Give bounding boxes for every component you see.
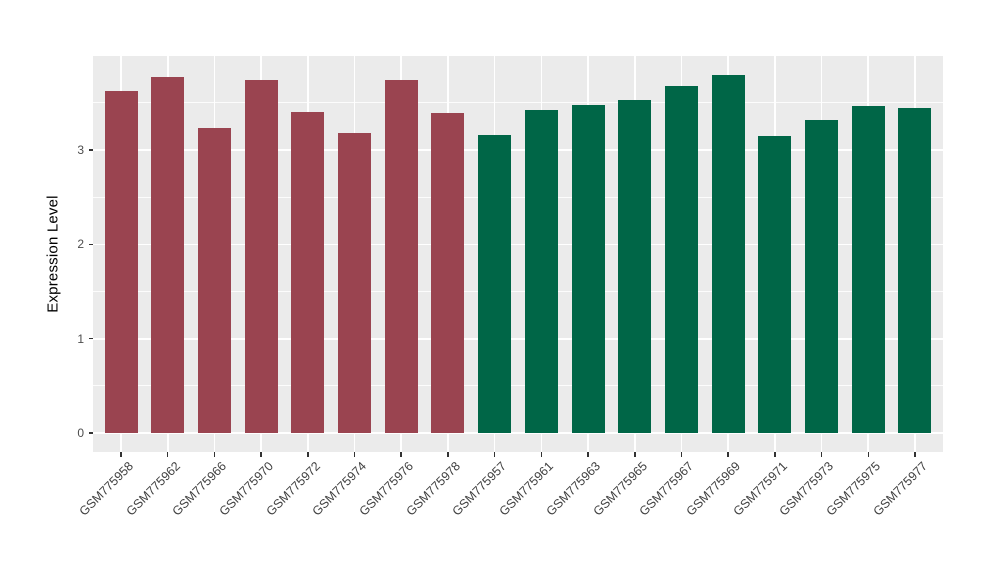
- bar: [291, 112, 325, 433]
- bar: [851, 105, 885, 433]
- x-tick-mark: [260, 452, 262, 457]
- x-tick-mark: [774, 452, 776, 457]
- y-gridline-minor: [93, 196, 943, 198]
- bar: [384, 80, 418, 433]
- plot-panel: [93, 56, 943, 452]
- y-gridline-minor: [93, 291, 943, 293]
- y-gridline-minor: [93, 102, 943, 104]
- bar: [104, 90, 138, 433]
- x-tick-mark: [680, 452, 683, 457]
- x-tick-mark: [914, 452, 916, 457]
- y-tick-label: 1: [77, 331, 84, 346]
- y-tick-mark: [88, 243, 93, 246]
- y-axis-title: Expression Level: [44, 195, 62, 313]
- y-tick-mark: [88, 432, 93, 434]
- y-tick-label: 0: [77, 426, 84, 440]
- y-gridline-major: [93, 337, 943, 340]
- x-tick-mark: [400, 452, 402, 457]
- bar: [571, 104, 605, 433]
- x-tick-mark: [353, 452, 356, 457]
- bar: [898, 107, 932, 433]
- x-tick-mark: [447, 452, 449, 457]
- bar: [618, 100, 652, 433]
- y-gridline-major: [93, 149, 943, 151]
- bar: [338, 133, 372, 433]
- x-tick-mark: [634, 452, 636, 457]
- y-tick-mark: [88, 337, 93, 340]
- bar: [711, 74, 745, 433]
- x-tick-mark: [820, 452, 823, 457]
- bar: [244, 80, 278, 433]
- x-tick-mark: [166, 452, 169, 457]
- y-gridline-minor: [93, 385, 943, 387]
- x-tick-mark: [867, 452, 870, 457]
- bar: [524, 109, 558, 433]
- bar: [197, 128, 231, 433]
- x-tick-mark: [540, 452, 543, 457]
- bar: [431, 113, 465, 433]
- y-tick-label: 2: [77, 237, 84, 252]
- x-tick-mark: [307, 452, 309, 457]
- bar: [664, 85, 698, 433]
- y-tick-label: 3: [77, 143, 84, 158]
- bar: [478, 135, 512, 433]
- y-tick-mark: [88, 149, 93, 151]
- y-gridline-major: [93, 432, 943, 434]
- bar: [151, 76, 185, 433]
- x-tick-mark: [213, 452, 216, 457]
- x-tick-mark: [493, 452, 496, 457]
- x-tick-mark: [120, 452, 122, 457]
- x-tick-mark: [727, 452, 729, 457]
- bar: [758, 135, 792, 433]
- bar: [805, 119, 839, 433]
- y-gridline-major: [93, 243, 943, 246]
- x-tick-mark: [587, 452, 589, 457]
